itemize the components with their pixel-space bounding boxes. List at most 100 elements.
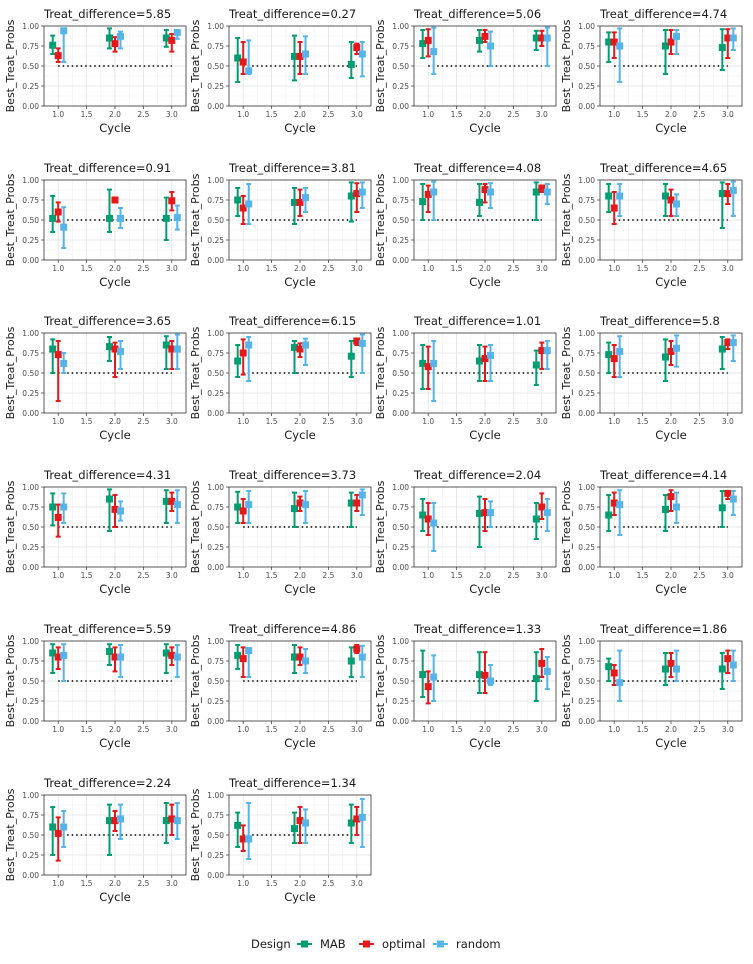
y-axis-label: Best_Treat_Probs bbox=[189, 480, 202, 573]
panel-12: Treat_difference=5.8 0.00 0.25 0.50 0.75 1.00… bbox=[560, 314, 743, 442]
optimal-point bbox=[54, 829, 62, 837]
x-tick-label: 2.5 bbox=[693, 264, 705, 273]
y-axis-label: Best_Treat_Probs bbox=[4, 19, 17, 112]
y-tick-label: 0.50 bbox=[207, 62, 224, 71]
optimal-point bbox=[239, 507, 247, 515]
random-point bbox=[302, 501, 309, 509]
optimal-point bbox=[296, 817, 304, 825]
optimal-point bbox=[424, 363, 432, 371]
x-tick-label: 2.0 bbox=[109, 264, 121, 273]
y-tick-label: 1.00 bbox=[207, 791, 224, 800]
x-tick-label: 2.5 bbox=[137, 725, 149, 734]
x-tick-label: 3.0 bbox=[722, 725, 734, 734]
random-point bbox=[673, 503, 680, 511]
MAB-point bbox=[291, 343, 298, 351]
y-tick-label: 0.00 bbox=[578, 256, 595, 265]
y-tick-label: 0.50 bbox=[392, 369, 409, 378]
x-tick-label: 1.5 bbox=[81, 110, 93, 119]
MAB-point bbox=[162, 34, 170, 42]
panel-14: Treat_difference=3.73 0.00 0.25 0.50 0.75 1.0… bbox=[189, 468, 372, 596]
x-tick-label: 1.5 bbox=[81, 725, 93, 734]
y-axis-label: Best_Treat_Probs bbox=[189, 634, 202, 727]
random-point bbox=[117, 347, 124, 355]
y-tick-label: 0.50 bbox=[578, 523, 595, 532]
MAB-point bbox=[106, 343, 113, 351]
x-tick-label: 1.5 bbox=[451, 571, 463, 580]
x-tick-label: 2.0 bbox=[665, 110, 677, 119]
random-point bbox=[430, 359, 438, 367]
y-axis-label: Best_Treat_Probs bbox=[4, 480, 17, 573]
y-axis-label: Best_Treat_Probs bbox=[189, 173, 202, 266]
optimal-point bbox=[610, 499, 618, 507]
panel-title: Treat_difference=5.06 bbox=[413, 7, 541, 21]
MAB-point bbox=[49, 345, 57, 353]
y-tick-label: 0.25 bbox=[22, 82, 39, 91]
MAB-point bbox=[162, 497, 170, 505]
x-axis-label: Cycle bbox=[284, 582, 315, 596]
y-tick-label: 0.75 bbox=[207, 811, 224, 820]
y-tick-label: 0.50 bbox=[22, 831, 39, 840]
panel-title: Treat_difference=4.08 bbox=[413, 161, 541, 175]
y-tick-label: 0.50 bbox=[22, 523, 39, 532]
x-tick-label: 3.0 bbox=[166, 264, 178, 273]
MAB-point bbox=[718, 190, 726, 198]
optimal-point bbox=[54, 653, 62, 661]
y-tick-label: 0.25 bbox=[578, 697, 595, 706]
legend-item-random: random bbox=[433, 937, 501, 951]
x-tick-label: 3.0 bbox=[166, 879, 178, 888]
y-tick-label: 0.75 bbox=[207, 657, 224, 666]
x-tick-label: 2.5 bbox=[322, 571, 334, 580]
MAB-point bbox=[532, 188, 540, 196]
random-point bbox=[430, 673, 438, 681]
random-point bbox=[358, 491, 366, 499]
optimal-point bbox=[111, 817, 119, 825]
x-tick-label: 1.5 bbox=[637, 417, 649, 426]
x-tick-label: 2.5 bbox=[322, 725, 334, 734]
optimal-point bbox=[667, 659, 675, 667]
random-point bbox=[673, 32, 680, 40]
random-point bbox=[543, 188, 551, 196]
random-point bbox=[487, 42, 494, 50]
x-tick-label: 2.0 bbox=[479, 571, 491, 580]
y-tick-label: 0.50 bbox=[207, 216, 224, 225]
x-axis-label: Cycle bbox=[469, 275, 500, 289]
random-point bbox=[616, 347, 624, 355]
y-tick-label: 0.75 bbox=[207, 503, 224, 512]
x-tick-label: 3.0 bbox=[722, 417, 734, 426]
y-tick-label: 0.25 bbox=[392, 697, 409, 706]
random-point bbox=[117, 32, 124, 40]
y-tick-label: 0.75 bbox=[22, 349, 39, 358]
y-axis-label: Best_Treat_Probs bbox=[560, 480, 573, 573]
y-tick-label: 0.25 bbox=[392, 543, 409, 552]
panel-8: Treat_difference=4.65 0.00 0.25 0.50 0.75 1.0… bbox=[560, 161, 743, 289]
y-tick-label: 0.00 bbox=[392, 563, 409, 572]
random-point bbox=[616, 42, 624, 50]
random-point bbox=[117, 815, 124, 823]
MAB-point bbox=[662, 192, 669, 200]
legend-key-point bbox=[437, 940, 444, 948]
random-point bbox=[117, 653, 124, 661]
y-tick-label: 1.00 bbox=[578, 176, 595, 185]
panel-title: Treat_difference=4.86 bbox=[228, 622, 356, 636]
x-tick-label: 1.0 bbox=[237, 110, 249, 119]
y-tick-label: 0.75 bbox=[578, 657, 595, 666]
y-tick-label: 0.25 bbox=[578, 389, 595, 398]
random-point bbox=[543, 347, 551, 355]
optimal-point bbox=[610, 204, 618, 212]
optimal-point bbox=[239, 655, 247, 663]
y-tick-label: 0.50 bbox=[392, 677, 409, 686]
panel-title: Treat_difference=3.73 bbox=[228, 468, 356, 482]
MAB-point bbox=[532, 515, 540, 523]
y-tick-label: 0.25 bbox=[22, 851, 39, 860]
panel-4: Treat_difference=4.74 0.00 0.25 0.50 0.75 1.0… bbox=[560, 7, 743, 135]
panel-title: Treat_difference=4.14 bbox=[599, 468, 727, 482]
panel-title: Treat_difference=2.04 bbox=[413, 468, 541, 482]
MAB-point bbox=[605, 351, 613, 359]
optimal-point bbox=[481, 355, 489, 363]
x-tick-label: 1.5 bbox=[637, 264, 649, 273]
MAB-point bbox=[49, 214, 57, 222]
panel-title: Treat_difference=0.27 bbox=[228, 7, 356, 21]
MAB-point bbox=[49, 41, 57, 49]
panel-22: Treat_difference=1.34 0.00 0.25 0.50 0.75 1.0… bbox=[189, 776, 372, 904]
